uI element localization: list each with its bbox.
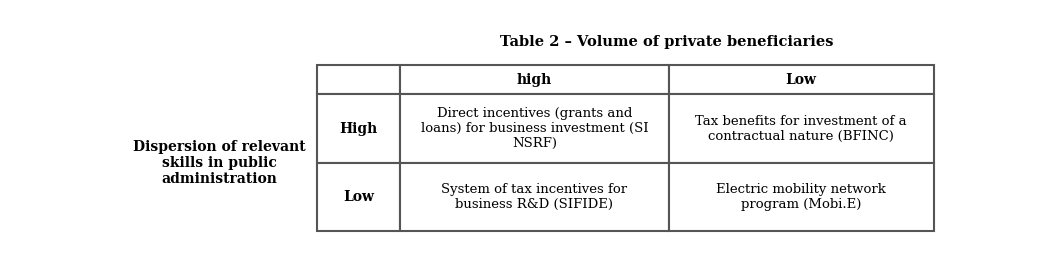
Bar: [668, 94, 933, 163]
Bar: [400, 94, 668, 163]
Text: high: high: [517, 73, 552, 87]
Text: Low: Low: [344, 190, 374, 204]
Bar: [317, 94, 400, 163]
Bar: [400, 65, 668, 94]
Text: Electric mobility network
program (Mobi.E): Electric mobility network program (Mobi.…: [716, 183, 886, 211]
Text: System of tax incentives for
business R&D (SIFIDE): System of tax incentives for business R&…: [441, 183, 627, 211]
Text: Tax benefits for investment of a
contractual nature (BFINC): Tax benefits for investment of a contrac…: [696, 115, 907, 143]
Bar: [317, 65, 400, 94]
Bar: [400, 163, 668, 231]
Text: Table 2 – Volume of private beneficiaries: Table 2 – Volume of private beneficiarie…: [500, 35, 833, 49]
Text: High: High: [339, 122, 377, 136]
Text: Dispersion of relevant
skills in public
administration: Dispersion of relevant skills in public …: [133, 140, 306, 186]
Bar: [317, 163, 400, 231]
Bar: [668, 65, 933, 94]
Bar: [668, 163, 933, 231]
Text: Direct incentives (grants and
loans) for business investment (SI
NSRF): Direct incentives (grants and loans) for…: [420, 107, 648, 150]
Text: Low: Low: [785, 73, 817, 87]
